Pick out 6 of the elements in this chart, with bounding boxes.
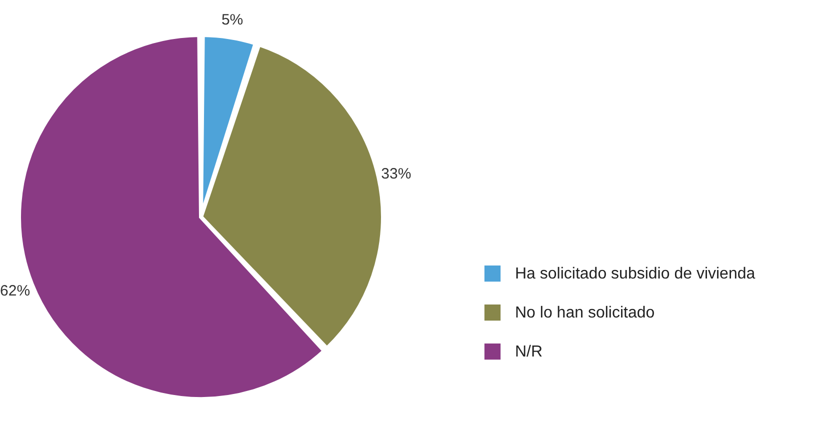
legend-label: N/R	[515, 344, 543, 360]
data-label: 33%	[381, 165, 412, 182]
legend-label: No lo han solicitado	[515, 304, 655, 322]
data-label: 62%	[0, 282, 30, 300]
legend-label: Ha solicitado subsidio de vivienda	[515, 266, 756, 282]
data-label: 5%	[221, 11, 244, 28]
